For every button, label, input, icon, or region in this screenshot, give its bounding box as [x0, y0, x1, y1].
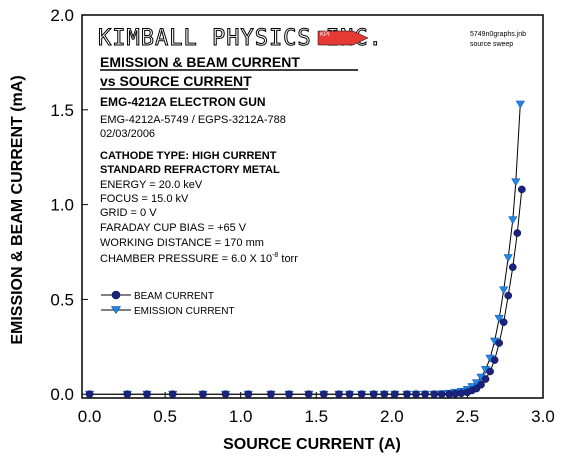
emission-current-point: [494, 314, 504, 323]
emission-current-point: [511, 178, 521, 187]
beam-current-point: [304, 390, 313, 399]
cathode-line2: STANDARD REFRACTORY METAL: [100, 164, 280, 176]
chamber-pressure: CHAMBER PRESSURE = 6.0 X 10-8 torr: [100, 252, 298, 265]
beam-current-point: [499, 318, 508, 327]
file-name: 5749n0graphs.jnb: [470, 31, 526, 38]
beam-current-point: [319, 390, 328, 399]
beam-current-point: [437, 390, 446, 399]
beam-current-point: [335, 390, 343, 399]
emission-current-point: [503, 254, 513, 263]
beam-current-point: [412, 390, 420, 399]
plot-frame: [81, 14, 544, 399]
beam-current-point: [430, 390, 439, 399]
beam-current-point: [123, 390, 132, 399]
beam-current-point: [85, 390, 94, 399]
date: 02/03/2006: [100, 128, 155, 140]
legend-emission-marker: [110, 306, 122, 315]
series-layer: [84, 100, 526, 399]
x-tick-label: 0.5: [153, 407, 177, 426]
beam-current-point: [490, 356, 499, 364]
x-axis-title: SOURCE CURRENT (A): [223, 436, 401, 453]
emission-current-point: [508, 216, 518, 225]
legend: BEAM CURRENT EMISSION CURRENT: [101, 290, 235, 317]
beam-current-point: [486, 367, 494, 376]
beam-current-point: [285, 390, 293, 399]
y-tick-label: 0.0: [50, 385, 74, 404]
pressure-prefix: CHAMBER PRESSURE = 6.0 X 10: [100, 253, 272, 265]
legend-beam-marker: [111, 290, 121, 300]
title-line1: EMISSION & BEAM CURRENT: [100, 54, 300, 70]
beam-current-point: [143, 390, 151, 399]
beam-current-point: [168, 390, 177, 399]
file-note: source sweep: [470, 41, 513, 48]
y-tick-label: 1.0: [50, 196, 74, 215]
axis-ticks: 0.0 0.5 1.0 1.5 2.0 2.5 3.0 0.0 0.5 1.0 1.5 2.0: [50, 6, 554, 426]
beam-current-point: [477, 380, 485, 389]
beam-current-point: [391, 390, 399, 399]
x-tick-label: 1.5: [304, 407, 328, 426]
pressure-unit: torr: [278, 253, 298, 265]
pressure-exponent: -8: [272, 252, 278, 259]
series-emission-current: [84, 100, 525, 399]
cathode-line1: CATHODE TYPE: HIGH CURRENT: [100, 150, 277, 162]
beam-current-point: [517, 185, 526, 194]
beam-current-point: [345, 390, 354, 399]
beam-current-point: [513, 229, 522, 237]
beam-current-point: [380, 390, 389, 399]
beam-current-point: [403, 390, 411, 399]
title-line2: vs SOURCE CURRENT: [100, 73, 252, 89]
working-distance: WORKING DISTANCE = 170 mm: [100, 237, 264, 249]
emission-current-line: [89, 104, 521, 395]
kpi-tag: KPI: [320, 32, 330, 38]
energy: ENERGY = 20.0 keV: [100, 179, 203, 191]
gun-name: EMG-4212A ELECTRON GUN: [100, 95, 266, 109]
beam-current-point: [481, 375, 490, 383]
x-tick-label: 2.0: [380, 407, 404, 426]
y-tick-label: 1.5: [50, 101, 74, 120]
emission-current-point: [499, 286, 509, 295]
kpi-arrow-icon: [317, 30, 369, 46]
grid-voltage: GRID = 0 V: [100, 207, 157, 219]
y-tick-label: 2.0: [50, 6, 74, 25]
faraday-bias: FARADAY CUP BIAS = +65 V: [100, 222, 247, 234]
serials: EMG-4212A-5749 / EGPS-3212A-788: [100, 114, 286, 126]
beam-current-point: [267, 390, 275, 399]
beam-current-point: [199, 390, 207, 399]
beam-current-point: [357, 390, 366, 399]
series-beam-current: [85, 185, 526, 399]
x-tick-label: 3.0: [531, 407, 555, 426]
x-tick-label: 2.5: [456, 407, 480, 426]
beam-current-point: [504, 291, 513, 300]
beam-current-point: [244, 390, 253, 399]
y-tick-label: 0.5: [50, 290, 74, 309]
emission-current-point: [515, 100, 525, 109]
legend-beam-label: BEAM CURRENT: [134, 291, 214, 302]
beam-current-point: [221, 390, 230, 399]
beam-current-point: [369, 390, 378, 399]
beam-current-point: [508, 263, 517, 272]
x-tick-label: 0.0: [78, 407, 102, 426]
beam-current-point: [421, 390, 429, 399]
legend-emission-label: EMISSION CURRENT: [134, 306, 235, 317]
focus: FOCUS = 15.0 kV: [100, 193, 189, 205]
beam-current-point: [495, 339, 504, 347]
y-axis-title: EMISSION & BEAM CURRENT (mA): [9, 75, 26, 344]
x-tick-label: 1.0: [229, 407, 253, 426]
